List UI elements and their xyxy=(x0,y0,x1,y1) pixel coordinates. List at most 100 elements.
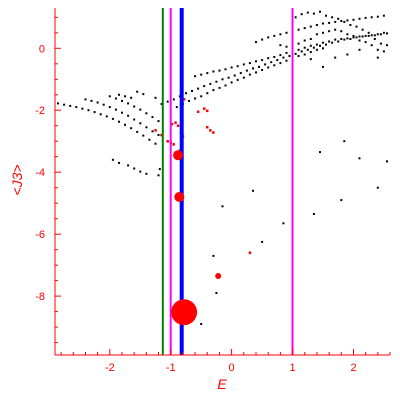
data-point xyxy=(172,98,175,101)
data-point xyxy=(373,38,376,40)
data-point xyxy=(87,109,90,112)
data-point xyxy=(364,16,367,19)
data-point xyxy=(239,72,242,75)
data-point xyxy=(343,38,346,41)
data-point xyxy=(370,16,373,19)
data-point xyxy=(309,25,312,28)
y-tick-label: -6 xyxy=(35,229,45,241)
data-point xyxy=(315,43,318,46)
data-point xyxy=(230,81,233,84)
data-point xyxy=(267,36,270,39)
data-point xyxy=(133,167,136,170)
data-point xyxy=(367,31,370,34)
highlight-point xyxy=(166,140,169,143)
data-point xyxy=(139,170,142,173)
data-point xyxy=(252,67,254,70)
data-point xyxy=(273,56,276,58)
data-point xyxy=(382,50,385,53)
data-point xyxy=(175,106,178,109)
data-point xyxy=(151,130,154,133)
data-point xyxy=(361,28,364,31)
data-point xyxy=(279,54,282,57)
data-point xyxy=(325,14,327,17)
highlight-point xyxy=(209,129,212,132)
data-point xyxy=(121,111,123,114)
data-point xyxy=(294,16,297,19)
data-point xyxy=(212,89,215,92)
data-point xyxy=(221,78,224,81)
data-point xyxy=(358,39,361,42)
y-tick-label: -4 xyxy=(35,167,45,179)
data-point xyxy=(279,44,282,47)
data-point xyxy=(203,85,206,88)
x-tick-label: 1 xyxy=(289,362,295,374)
data-point xyxy=(248,62,251,65)
data-point xyxy=(105,115,108,118)
data-point xyxy=(242,63,245,66)
data-point xyxy=(248,73,251,76)
data-point xyxy=(306,11,309,14)
data-point xyxy=(166,100,169,103)
data-point xyxy=(312,213,315,215)
data-point xyxy=(142,134,145,137)
data-point xyxy=(331,41,334,44)
data-point xyxy=(233,74,236,77)
axes: -2 -1 0 1 2 0 -2 -4 -6 -8 xyxy=(35,8,391,374)
data-point xyxy=(96,101,99,104)
data-point xyxy=(376,56,379,59)
data-point xyxy=(102,103,105,106)
data-point xyxy=(309,58,312,61)
data-point xyxy=(282,222,285,225)
data-point xyxy=(273,34,276,37)
data-point xyxy=(300,50,303,53)
data-point xyxy=(108,106,111,109)
data-point xyxy=(215,80,218,83)
highlight-point xyxy=(176,124,180,127)
data-point xyxy=(230,66,233,69)
data-point xyxy=(285,31,288,34)
x-axis-label: E xyxy=(217,376,227,392)
highlight-point xyxy=(196,110,200,113)
data-point xyxy=(355,25,358,28)
data-point xyxy=(118,161,120,164)
data-point xyxy=(236,78,239,81)
data-point xyxy=(297,42,300,45)
highlight-point xyxy=(212,131,215,134)
data-point xyxy=(343,20,346,23)
data-point xyxy=(340,38,343,40)
data-point xyxy=(158,168,161,171)
data-point xyxy=(139,122,142,125)
data-point xyxy=(258,65,260,68)
data-point xyxy=(373,34,376,37)
data-point xyxy=(224,68,227,71)
data-point xyxy=(376,15,379,18)
data-point xyxy=(334,56,337,59)
data-point xyxy=(200,73,203,76)
data-point xyxy=(139,108,142,111)
highlight-point xyxy=(206,126,209,129)
data-point xyxy=(382,31,385,34)
data-point xyxy=(285,51,288,54)
bubble-point xyxy=(215,273,222,279)
data-point xyxy=(303,39,306,42)
data-point xyxy=(93,111,96,114)
data-point xyxy=(111,158,114,161)
data-point xyxy=(382,14,385,17)
data-point xyxy=(370,44,373,47)
highlight-point xyxy=(206,109,209,113)
data-point xyxy=(63,103,66,106)
data-point xyxy=(322,47,324,50)
data-point xyxy=(108,95,111,98)
data-point xyxy=(200,323,203,325)
data-point xyxy=(349,24,352,26)
data-point xyxy=(133,105,136,108)
data-point xyxy=(337,40,340,43)
highlight-point xyxy=(154,129,157,132)
data-point xyxy=(188,99,190,102)
data-point xyxy=(364,41,367,44)
data-point xyxy=(309,44,312,47)
data-point xyxy=(285,45,288,48)
data-point xyxy=(294,52,297,55)
data-point xyxy=(288,55,291,57)
